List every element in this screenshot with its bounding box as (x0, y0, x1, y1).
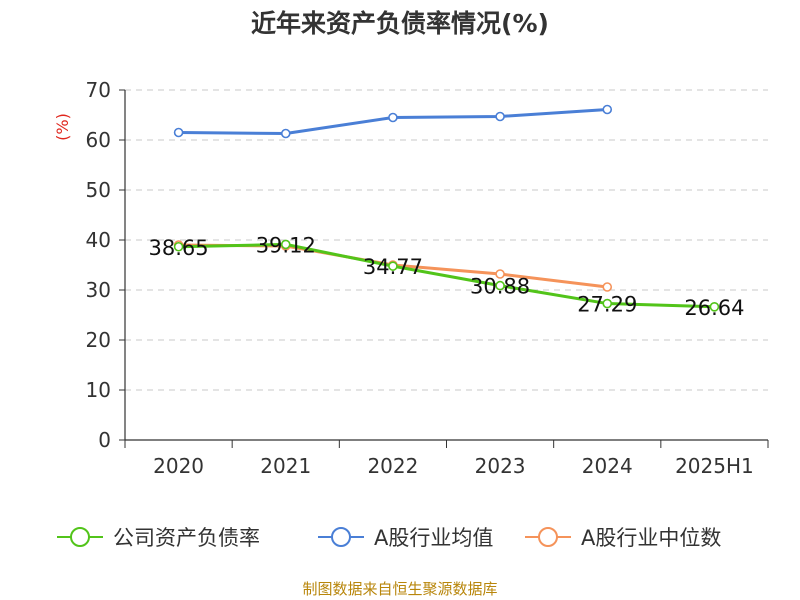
y-tick-label: 20 (86, 328, 111, 352)
data-labels: 38.65 39.12 34.77 30.88 27.29 26.64 (149, 233, 745, 319)
legend-item: A股行业中位数 (525, 526, 721, 550)
series-point (173, 127, 184, 138)
series-point (173, 241, 184, 252)
series-group (173, 104, 720, 312)
axes (119, 89, 769, 448)
data-label: 26.64 (684, 296, 744, 320)
series-point (388, 261, 398, 271)
series-point (388, 112, 398, 123)
legend-item: A股行业均值 (318, 526, 493, 550)
y-tick-label: 0 (98, 428, 111, 452)
data-label: 34.77 (363, 255, 423, 279)
data-label: 39.12 (256, 233, 316, 257)
series-point (602, 298, 613, 309)
x-tick-label: 2024 (582, 454, 633, 478)
x-tick-label: 2021 (260, 454, 311, 478)
series-point (602, 104, 613, 115)
series-point (280, 239, 291, 250)
data-label: 30.88 (470, 275, 530, 299)
grid (125, 89, 768, 391)
legend-label: A股行业中位数 (581, 526, 721, 550)
data-label: 27.29 (577, 293, 637, 317)
x-tick-label: 2022 (367, 454, 418, 478)
chart-title: 近年来资产负债率情况(%) (251, 9, 549, 38)
y-tick-label: 30 (86, 278, 111, 302)
data-label: 38.65 (149, 236, 209, 260)
y-tick-label: 60 (86, 128, 111, 152)
series-point (280, 128, 291, 139)
series-point (495, 269, 505, 279)
legend: 公司资产负债率 A股行业均值 A股行业中位数 (57, 526, 721, 550)
legend-marker (70, 527, 90, 547)
series-point (495, 280, 505, 291)
y-tick-label: 70 (86, 78, 111, 102)
legend-label: 公司资产负债率 (113, 526, 260, 550)
legend-label: A股行业均值 (374, 526, 493, 550)
tick-labels: 0 10 20 30 40 50 60 70 2020 2021 2022 2023 2024 2025H… (86, 78, 754, 478)
source-note: 制图数据来自恒生聚源数据库 (302, 580, 497, 598)
y-tick-label: 10 (86, 378, 111, 402)
legend-marker (331, 527, 351, 547)
legend-item: 公司资产负债率 (57, 526, 260, 550)
y-tick-label: 50 (86, 178, 111, 202)
series-point (602, 282, 613, 292)
x-tick-label: 2025H1 (675, 454, 754, 478)
legend-marker (538, 527, 558, 547)
series-point (495, 111, 505, 122)
x-tick-label: 2020 (153, 454, 204, 478)
series-point (709, 301, 720, 312)
series-line (177, 242, 716, 309)
y-axis-label: (%) (53, 113, 72, 141)
x-tick-label: 2023 (475, 454, 526, 478)
y-tick-label: 40 (86, 228, 111, 252)
